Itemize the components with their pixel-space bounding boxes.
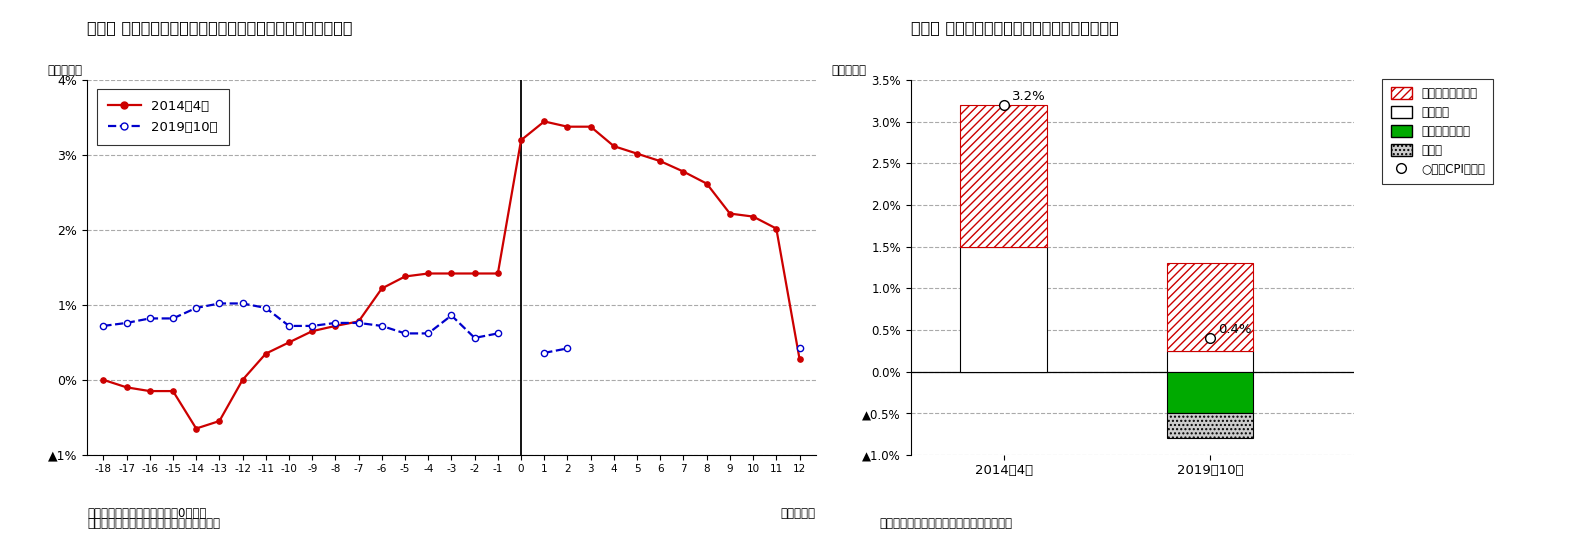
Bar — [1166, 371, 1253, 413]
Legend: 消費税率引き上げ, 軽減税率, 幼児教育無償化, その他, ○コアCPI上昇率: 消費税率引き上げ, 軽減税率, 幼児教育無償化, その他, ○コアCPI上昇率 — [1383, 79, 1494, 184]
Bar — [1166, 263, 1253, 351]
Text: 0.4%: 0.4% — [1218, 323, 1251, 336]
Text: （経過月）: （経過月） — [781, 507, 816, 520]
Bar — [1166, 413, 1253, 438]
Text: 図表２ 消費税率引き上げ月の消費者物価上昇率: 図表２ 消費税率引き上げ月の消費者物価上昇率 — [911, 20, 1118, 35]
Text: 図表１ 消費税率引き上げ前後の消費者物価（除く生鮮食品）: 図表１ 消費税率引き上げ前後の消費者物価（除く生鮮食品） — [87, 20, 353, 35]
Legend: 2014年4月, 2019年10月: 2014年4月, 2019年10月 — [97, 89, 228, 145]
Text: （注）消費税率引き上げ月＝0とした: （注）消費税率引き上げ月＝0とした — [87, 507, 206, 520]
Text: 3.2%: 3.2% — [1012, 90, 1045, 103]
Bar — [960, 105, 1047, 247]
Text: （資料）総務省統計局「消費者物価指数」: （資料）総務省統計局「消費者物価指数」 — [87, 517, 220, 530]
Text: （資料）総務省統計局「消費者物価指数」: （資料）総務省統計局「消費者物価指数」 — [879, 517, 1012, 530]
Text: （前年比）: （前年比） — [832, 64, 866, 77]
Bar — [960, 247, 1047, 371]
Bar — [1166, 351, 1253, 371]
Text: （前年比）: （前年比） — [48, 64, 82, 77]
